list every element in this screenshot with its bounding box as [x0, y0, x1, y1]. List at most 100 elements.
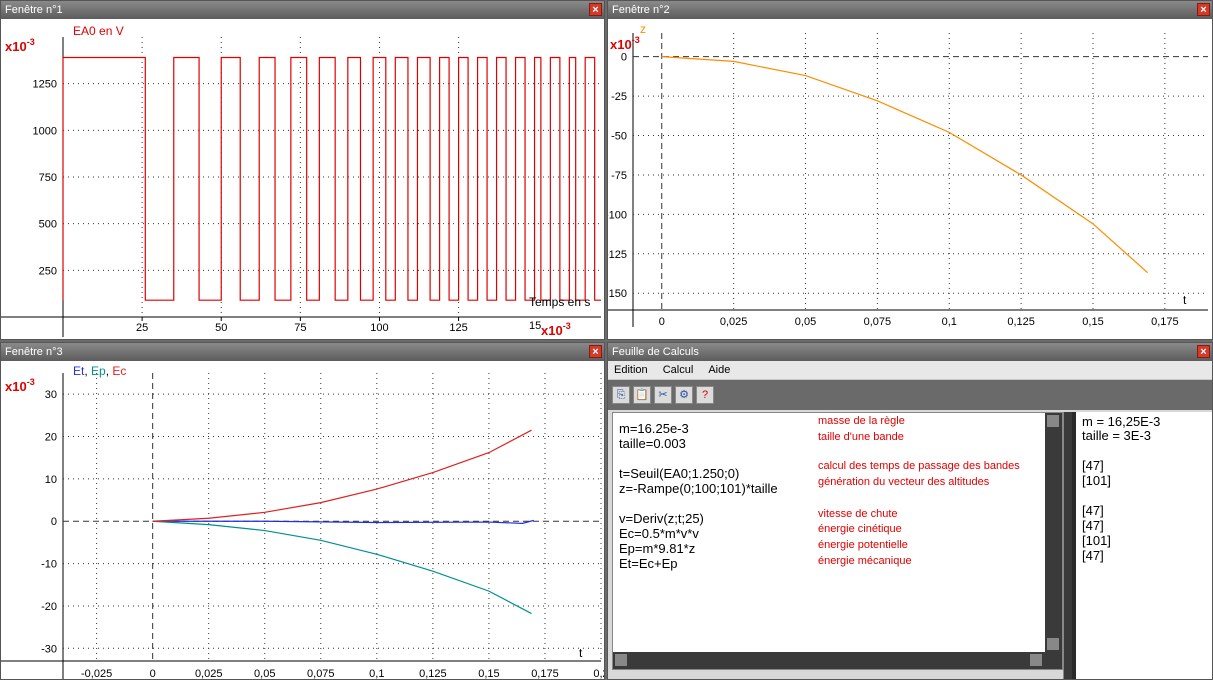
x-tick-label: 0,175: [1151, 316, 1179, 328]
result-value: [101]: [1082, 533, 1111, 548]
menu-calcul[interactable]: Calcul: [662, 364, 694, 376]
y-tick-label: -20: [41, 601, 57, 613]
result-value: [47]: [1082, 458, 1104, 473]
x-tick-label: 0,15: [478, 668, 499, 680]
comment: masse de la règle: [818, 415, 905, 427]
y-scale-label: x10-3: [610, 35, 640, 52]
window-2-title: Fenêtre n°2: [612, 4, 670, 16]
legend-entry: Et: [73, 364, 85, 378]
y-tick-label: -25: [611, 91, 627, 103]
x-axis-label: Temps en s: [529, 295, 590, 309]
y-tick-label: -150: [608, 288, 627, 300]
calc-sheet-titlebar[interactable]: Feuille de Calculs: [608, 343, 1212, 361]
y-tick-label: 10: [45, 474, 57, 486]
x-tick-label: 100: [370, 322, 388, 334]
y-tick-label: -10: [41, 559, 57, 571]
editor-vertical-scrollbar[interactable]: [1045, 413, 1062, 652]
close-icon[interactable]: ×: [589, 345, 602, 358]
y-axis-label: z: [640, 22, 646, 36]
window-2[interactable]: Fenêtre n°2 × 0 -25 -50 -75 -100 -125 -150 0 0,0…: [607, 0, 1213, 340]
x-tick-label: 0,1: [942, 316, 957, 328]
toolbar: ⎘ 📋 ✂ ⚙ ?: [608, 380, 1212, 410]
calc-sheet-window[interactable]: Feuille de Calculs × Edition Calcul Aide…: [607, 342, 1213, 680]
y-tick-label: -75: [611, 170, 627, 182]
x-tick-label: 0,025: [195, 668, 223, 680]
x-tick-label: 0: [150, 668, 156, 680]
window-1-title: Fenêtre n°1: [5, 4, 63, 16]
help-icon[interactable]: ?: [696, 386, 714, 404]
comment: énergie cinétique: [818, 523, 902, 535]
formula-line[interactable]: taille=0.003: [619, 436, 686, 451]
paste-icon[interactable]: 📋: [633, 386, 651, 404]
comment: taille d'une bande: [818, 431, 904, 443]
window-1-titlebar[interactable]: Fenêtre n°1: [1, 1, 604, 19]
comment: énergie potentielle: [818, 539, 908, 551]
legend-entry: Ec: [112, 364, 126, 378]
ep-series-line: [152, 520, 532, 615]
formula-line[interactable]: Et=Ec+Ep: [619, 556, 678, 571]
formula-line[interactable]: Ep=m*9.81*z: [619, 541, 696, 556]
close-icon[interactable]: ×: [589, 3, 602, 16]
y-scale-label: x10-3: [5, 37, 35, 54]
formula-line[interactable]: z=-Rampe(0;100;101)*taille: [619, 481, 778, 496]
result-value: m = 16,25E-3: [1082, 414, 1161, 429]
y-tick-label: 1000: [33, 125, 57, 137]
legend: Et, Ep, Ec: [73, 364, 126, 378]
editor-horizontal-scrollbar[interactable]: [613, 652, 1062, 669]
ec-series-line: [152, 429, 532, 522]
formula-editor[interactable]: m=16.25e-3 taille=0.003 t=Seuil(EA0;1.25…: [612, 412, 1063, 670]
menu-edition[interactable]: Edition: [614, 364, 648, 376]
comment: calcul des temps de passage des bandes: [818, 460, 1020, 472]
results-panel: m = 16,25E-3 taille = 3E-3 [47] [101] [4…: [1063, 412, 1212, 679]
x-tick-label: -0,025: [81, 668, 112, 680]
y-tick-label: -50: [611, 131, 627, 143]
close-icon[interactable]: ×: [1197, 345, 1210, 358]
legend-entry: Ep: [91, 364, 106, 378]
window-2-titlebar[interactable]: Fenêtre n°2: [608, 1, 1212, 19]
formula-line[interactable]: v=Deriv(z;t;25): [619, 511, 704, 526]
window-3[interactable]: Fenêtre n°3 × 30 20 10 0 -10 -20 -30 -0,025 0 0,0…: [0, 342, 605, 680]
calculate-icon[interactable]: ⚙: [675, 386, 693, 404]
y-tick-label: -100: [608, 209, 627, 221]
energy-chart[interactable]: 30 20 10 0 -10 -20 -30 -0,025 0 0,025 0,05 0,075 0,1…: [1, 361, 605, 680]
ea0-signal: [62, 56, 601, 301]
cut-icon[interactable]: ✂: [654, 386, 672, 404]
y-tick-label: 0: [621, 52, 627, 64]
comment: énergie mécanique: [818, 555, 912, 567]
y-tick-label: 250: [39, 265, 57, 277]
x-tick-label: 0,125: [419, 668, 447, 680]
window-3-title: Fenêtre n°3: [5, 346, 63, 358]
z-chart[interactable]: 0 -25 -50 -75 -100 -125 -150 0 0,025 0,05 0,075 0,1…: [608, 19, 1213, 340]
formula-line[interactable]: t=Seuil(EA0;1.250;0): [619, 466, 740, 481]
close-icon[interactable]: ×: [1197, 3, 1210, 16]
formula-line[interactable]: m=16.25e-3: [619, 421, 689, 436]
window-1[interactable]: Fenêtre n°1 × 1250 1000 750 500 250 25 50 75 100…: [0, 0, 605, 340]
x-tick-label: 0,15: [1082, 316, 1103, 328]
x-tick-label: 125: [449, 322, 467, 334]
x-tick-label: 0,125: [1007, 316, 1035, 328]
result-value: [47]: [1082, 518, 1104, 533]
result-value: [101]: [1082, 473, 1111, 488]
x-tick-label: 0,075: [864, 316, 892, 328]
x-tick-label: 50: [215, 322, 227, 334]
z-series-line: [661, 56, 1149, 274]
y-tick-label: 750: [39, 172, 57, 184]
x-tick-label: 0,05: [254, 668, 275, 680]
x-tick-label: 0: [659, 316, 665, 328]
menu-aide[interactable]: Aide: [708, 364, 731, 376]
x-tick-label: 15: [529, 320, 541, 332]
formula-line[interactable]: Ec=0.5*m*v*v: [619, 526, 699, 541]
comment: vitesse de chute: [818, 508, 898, 520]
y-scale-label: x10-3: [5, 377, 35, 394]
x-axis-label: t: [1183, 293, 1187, 307]
ea0-chart[interactable]: 1250 1000 750 500 250 25 50 75 100 125 EA0 en V x10…: [1, 19, 605, 340]
y-tick-label: -30: [41, 643, 57, 655]
comment: génération du vecteur des altitudes: [818, 476, 990, 488]
window-3-titlebar[interactable]: Fenêtre n°3: [1, 343, 604, 361]
copy-icon[interactable]: ⎘: [612, 386, 630, 404]
x-scale-label: x10-3: [541, 321, 571, 338]
menu-bar: Edition Calcul Aide: [608, 361, 1212, 380]
calc-sheet-title: Feuille de Calculs: [612, 346, 699, 358]
x-tick-label: 0,2: [593, 668, 605, 680]
x-tick-label: 0,1: [369, 668, 384, 680]
